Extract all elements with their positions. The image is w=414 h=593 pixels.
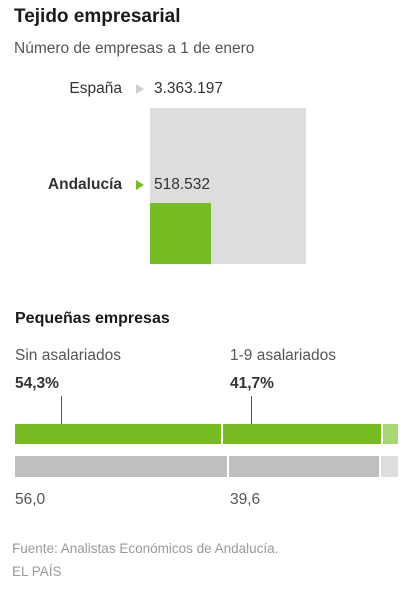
andalucia-segment-1-9-asalariados	[222, 424, 381, 444]
spain-stacked-bar	[15, 456, 398, 477]
spain-segment-1-9-asalariados	[229, 456, 380, 477]
leader-line-sin-asalariados	[61, 396, 62, 436]
andalucia-pct-sin-asalariados: 54,3%	[15, 375, 59, 392]
category-label-sin-asalariados: Sin asalariados	[15, 347, 121, 364]
spain-segment-resto	[381, 456, 398, 477]
spain-value-sin-asalariados: 56,0	[15, 491, 46, 508]
andalucia-value: 518.532	[154, 176, 211, 193]
spain-arrow-icon	[136, 84, 144, 94]
spain-value-1-9-asalariados: 39,6	[230, 491, 261, 508]
andalucia-square	[150, 202, 212, 264]
section-title: Pequeñas empresas	[15, 310, 170, 327]
andalucia-segment-sin-asalariados	[15, 424, 221, 444]
andalucia-arrow-icon	[136, 180, 144, 190]
andalucia-segment-resto	[382, 424, 398, 444]
source-note: Fuente: Analistas Económicos de Andalucí…	[12, 541, 279, 556]
spain-label: España	[69, 80, 122, 97]
spain-value: 3.363.197	[154, 80, 223, 97]
spain-segment-sin-asalariados	[15, 456, 228, 477]
andalucia-label: Andalucía	[47, 176, 122, 193]
category-label-1-9-asalariados: 1-9 asalariados	[230, 347, 336, 364]
leader-line-1-9-asalariados	[251, 396, 252, 436]
chart-title: Tejido empresarial	[14, 6, 181, 27]
andalucia-pct-1-9-asalariados: 41,7%	[230, 375, 274, 392]
andalucia-stacked-bar	[15, 424, 398, 444]
chart-subtitle: Número de empresas a 1 de enero	[14, 40, 255, 57]
credit-note: EL PAÍS	[12, 564, 62, 579]
